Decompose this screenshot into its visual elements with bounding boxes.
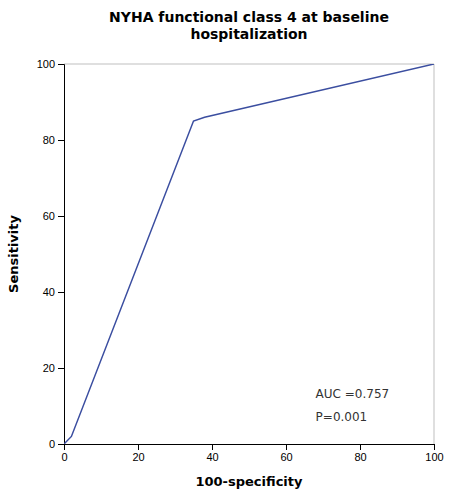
x-tick: 20 [132,444,144,463]
y-tick-label: 40 [43,286,55,298]
y-tick-label: 60 [43,210,55,222]
y-tick-mark [58,368,64,369]
y-axis-title: Sensitivity [6,215,21,293]
y-tick-label: 80 [43,134,55,146]
x-tick-label: 20 [132,451,144,463]
annotation: AUC =0.757 [316,387,390,401]
x-tick-label: 40 [206,451,218,463]
frame-right [434,64,435,444]
y-tick-mark [58,444,64,445]
y-tick-mark [58,292,64,293]
x-tick-mark [212,444,213,450]
plot-area: 0 20 40 60 80 100 0 20 40 60 80 100 AUC =0.757 P=0.00… [37,58,444,463]
x-tick-label: 0 [61,451,67,463]
x-tick-mark [434,444,435,450]
x-tick: 0 [61,444,67,463]
y-tick-mark [58,216,64,217]
x-tick-mark [138,444,139,450]
y-axis-line [58,65,65,445]
chart: 0 20 40 60 80 100 0 20 40 60 80 100 AUC =0.757 P=0.00… [0,0,458,500]
annotation: P=0.001 [316,410,368,424]
title-line: NYHA functional class 4 at baseline [109,9,389,25]
x-tick: 80 [354,444,366,463]
y-tick: 80 [43,134,64,146]
x-tick-label: 100 [425,451,443,463]
y-tick-label: 100 [37,58,55,70]
x-tick-label: 80 [354,451,366,463]
x-axis: 0 20 40 60 80 100 [61,444,443,463]
y-tick-label: 20 [43,362,55,374]
x-tick: 40 [206,444,218,463]
y-tick: 100 [37,58,64,70]
y-tick-mark [58,64,64,65]
x-axis-title: 100-specificity [195,474,303,489]
y-tick: 60 [43,210,64,222]
x-tick: 60 [280,444,292,463]
x-axis-line [65,445,435,451]
x-tick-label: 60 [280,451,292,463]
y-tick-mark [58,140,64,141]
title-line: hospitalization [190,26,307,42]
title: NYHA functional class 4 at baselinehospi… [109,9,389,42]
x-tick-mark [286,444,287,450]
y-tick-label: 0 [49,438,55,450]
y-tick: 40 [43,286,64,298]
y-axis: 0 20 40 60 80 100 [37,58,65,450]
y-tick: 20 [43,362,64,374]
roc-line [64,64,434,444]
x-tick-mark [360,444,361,450]
frame-top [64,64,434,65]
marks [64,64,434,444]
x-tick: 100 [425,444,443,463]
y-tick: 0 [49,438,64,450]
